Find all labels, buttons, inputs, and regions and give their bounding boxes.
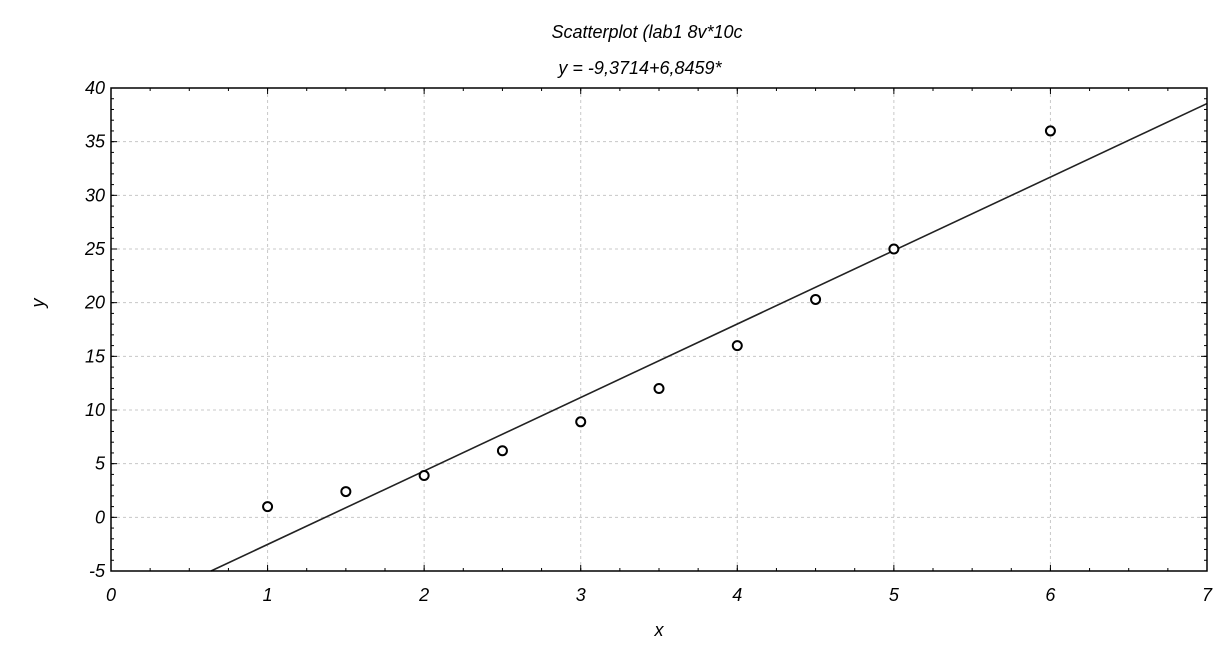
plot-frame — [110, 87, 1208, 572]
data-point — [653, 383, 665, 395]
chart-title: Scatterplot (lab1 8v*10c — [551, 22, 742, 42]
x-tick-label: 3 — [576, 585, 586, 605]
x-tick-label: 1 — [263, 585, 273, 605]
y-tick-label: 15 — [85, 346, 106, 366]
y-tick-label: 25 — [84, 239, 106, 259]
regression-line-group — [210, 102, 1208, 572]
x-tick-label: 6 — [1045, 585, 1056, 605]
x-axis-label: x — [654, 620, 665, 640]
y-tick-label: 35 — [85, 132, 106, 152]
data-point — [1044, 125, 1056, 137]
data-point — [496, 445, 508, 457]
y-tick-label: 10 — [85, 400, 105, 420]
regression-line — [210, 102, 1208, 572]
x-tick-label: 0 — [106, 585, 116, 605]
y-tick-label: -5 — [89, 561, 106, 581]
x-tick-label: 5 — [889, 585, 900, 605]
data-point — [575, 416, 587, 428]
axis-ticks — [110, 87, 1208, 572]
data-point — [731, 340, 743, 352]
data-point — [262, 501, 274, 513]
chart-equation: y = -9,3714+6,8459* — [556, 58, 722, 78]
y-tick-label: 5 — [95, 454, 106, 474]
y-tick-label: 30 — [85, 185, 105, 205]
y-tick-label: 20 — [84, 293, 105, 313]
data-point — [888, 243, 900, 255]
x-tick-label: 7 — [1202, 585, 1213, 605]
data-point — [340, 486, 352, 498]
data-point — [810, 293, 822, 305]
data-point — [418, 469, 430, 481]
y-axis-label: y — [28, 298, 48, 310]
data-points — [262, 125, 1056, 513]
x-tick-label: 4 — [732, 585, 742, 605]
y-tick-label: 40 — [85, 78, 105, 98]
grid-lines — [111, 88, 1207, 571]
x-tick-label: 2 — [418, 585, 429, 605]
y-tick-label: 0 — [95, 507, 105, 527]
